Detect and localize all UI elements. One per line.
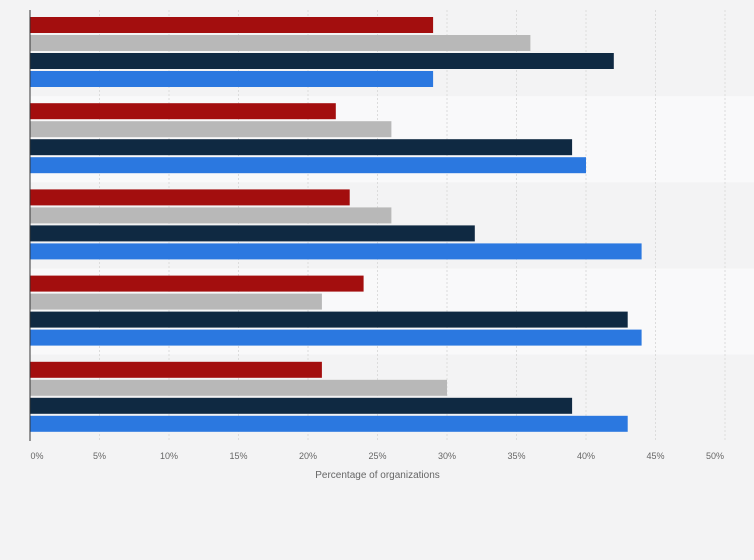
x-tick-label: 5%	[93, 451, 106, 461]
bar	[30, 329, 642, 346]
bar	[30, 139, 573, 156]
bar	[30, 397, 573, 414]
bar	[30, 311, 628, 328]
bar	[30, 103, 336, 120]
x-tick-label: 10%	[160, 451, 178, 461]
bar	[30, 189, 350, 206]
bar	[30, 361, 322, 378]
bar	[30, 121, 392, 138]
bar	[30, 243, 642, 260]
x-tick-label: 0%	[30, 451, 43, 461]
x-axis-title: Percentage of organizations	[315, 470, 440, 481]
bar	[30, 53, 614, 69]
x-tick-label: 15%	[229, 451, 247, 461]
x-axis-ticks: 0% 5% 10% 15% 20% 25% 30% 35% 40% 45% 50%	[30, 451, 724, 461]
bar	[30, 225, 475, 242]
x-tick-label: 50%	[706, 451, 724, 461]
bars	[30, 17, 642, 432]
bar	[30, 157, 586, 174]
bar	[30, 415, 628, 432]
x-tick-label: 25%	[368, 451, 386, 461]
bar	[30, 379, 447, 396]
bar	[30, 293, 322, 310]
bar	[30, 17, 434, 33]
bar	[30, 35, 531, 51]
x-tick-label: 40%	[577, 451, 595, 461]
bar	[30, 207, 392, 224]
x-tick-label: 45%	[646, 451, 664, 461]
bar	[30, 275, 364, 292]
x-tick-label: 35%	[507, 451, 525, 461]
x-tick-label: 30%	[438, 451, 456, 461]
x-tick-label: 20%	[299, 451, 317, 461]
bar	[30, 71, 434, 87]
